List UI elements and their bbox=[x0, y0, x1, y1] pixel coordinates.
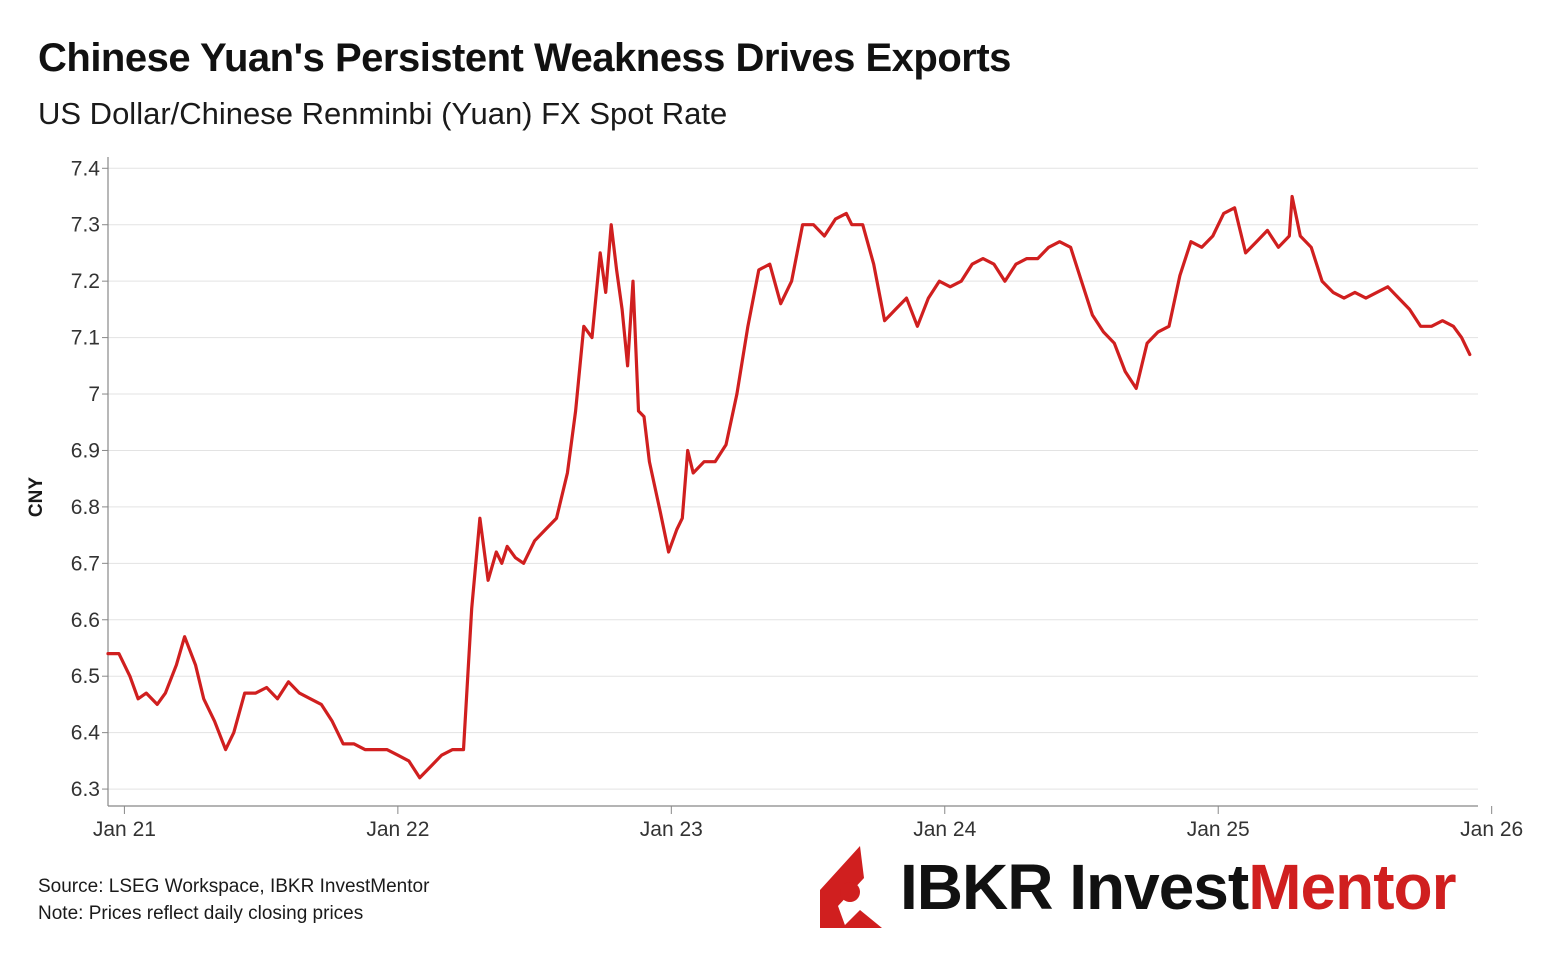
gridlines bbox=[108, 167, 1478, 790]
x-tick-label: Jan 21 bbox=[93, 818, 156, 841]
x-tick-label: Jan 23 bbox=[640, 818, 703, 841]
y-tick-label: 7.4 bbox=[71, 157, 101, 180]
x-tick-label: Jan 22 bbox=[366, 818, 429, 841]
x-tick-label: Jan 26 bbox=[1460, 818, 1523, 841]
y-tick-label: 6.4 bbox=[71, 722, 101, 745]
y-tick-label: 6.6 bbox=[71, 609, 100, 632]
y-tick-label: 6.9 bbox=[71, 439, 100, 462]
axes bbox=[107, 157, 1478, 807]
y-tick-label: 7.3 bbox=[71, 214, 100, 237]
x-tick-label: Jan 25 bbox=[1187, 818, 1250, 841]
series-line-usd-cny bbox=[106, 194, 1472, 780]
price-note: Note: Prices reflect daily closing price… bbox=[38, 903, 364, 924]
y-axis-label: CNY bbox=[26, 477, 47, 517]
logo-wordmark-primary: IBKR Invest bbox=[900, 851, 1249, 923]
logo-mark-icon bbox=[820, 846, 882, 928]
y-tick-label: 6.3 bbox=[71, 778, 100, 801]
chart-title: Chinese Yuan's Persistent Weakness Drive… bbox=[38, 36, 1011, 80]
logo-wordmark: IBKR InvestMentor bbox=[900, 850, 1457, 924]
chart-subtitle: US Dollar/Chinese Renminbi (Yuan) FX Spo… bbox=[38, 96, 728, 131]
y-tick-label: 7.2 bbox=[71, 270, 100, 293]
y-tick-label: 6.7 bbox=[71, 552, 100, 575]
y-ticks: 6.3 6.4 6.5 6.6 6.7 6.8 6.9 7 7.1 7.2 7.3 7.4 bbox=[71, 157, 108, 801]
brand-logo: IBKR InvestMentor bbox=[820, 842, 1520, 932]
logo-wordmark-accent: Mentor bbox=[1248, 851, 1456, 923]
y-tick-label: 7 bbox=[88, 383, 100, 406]
y-tick-label: 6.5 bbox=[71, 665, 100, 688]
x-tick-label: Jan 24 bbox=[913, 818, 976, 841]
series-layer bbox=[106, 194, 1472, 780]
y-tick-label: 6.8 bbox=[71, 496, 100, 519]
source-note: Source: LSEG Workspace, IBKR InvestMento… bbox=[38, 876, 430, 897]
x-ticks: Jan 21 Jan 22 Jan 23 Jan 24 Jan 25 Jan 26 bbox=[93, 806, 1523, 841]
y-tick-label: 7.1 bbox=[71, 327, 100, 350]
